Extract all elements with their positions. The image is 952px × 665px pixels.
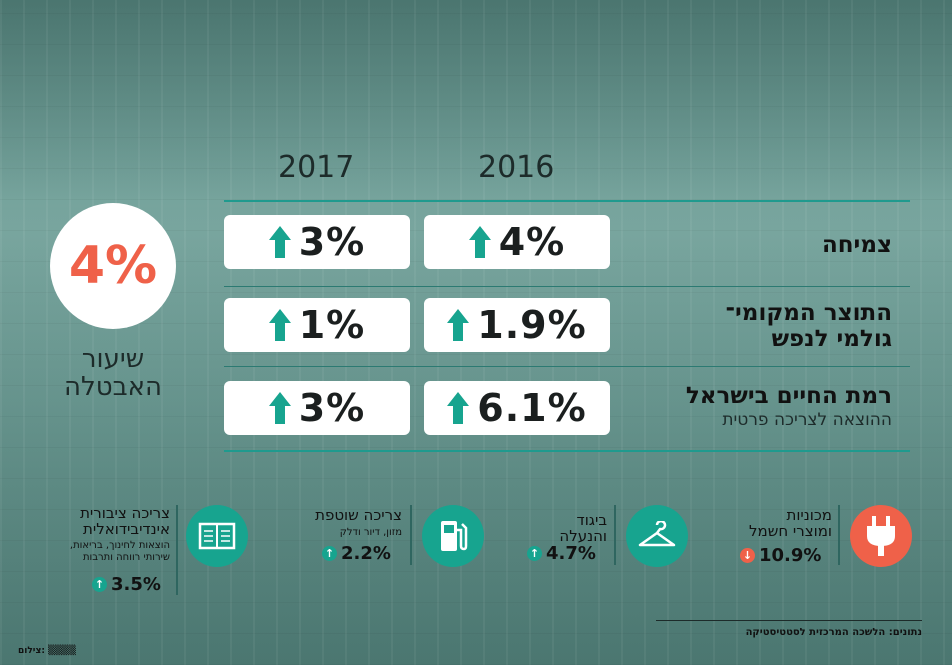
value-pill-2016-growth: 4% bbox=[424, 215, 610, 269]
category-title-clothing: ביגוד והנעלה bbox=[559, 511, 607, 545]
up-arrow-icon bbox=[268, 392, 291, 424]
value-pill-2017-growth: 3% bbox=[224, 215, 410, 269]
year-2016-header: 2016 bbox=[478, 150, 555, 185]
value-pill-2017-living: 3% bbox=[224, 381, 410, 435]
up-arrow-icon bbox=[268, 226, 291, 258]
category-title-current-consumption: צריכה שוטפת bbox=[315, 506, 402, 524]
source-note: נתונים: הלשכה המרכזית לסטטיסטיקה bbox=[745, 627, 922, 638]
category-divider bbox=[838, 505, 840, 565]
source-rule bbox=[656, 620, 922, 621]
fuel-pump-icon bbox=[422, 505, 484, 567]
category-divider bbox=[614, 505, 616, 565]
table-top-rule bbox=[224, 200, 910, 202]
category-divider bbox=[176, 505, 178, 595]
row-label-gdp: התוצר המקומי־ גולמי לנפש bbox=[725, 300, 892, 352]
up-arrow-icon: ↑ bbox=[92, 577, 107, 592]
category-sub-public-consumption: הוצאות לחינוך, בריאות, שירותי רווחה ותרב… bbox=[69, 540, 170, 563]
year-2017-header: 2017 bbox=[278, 150, 355, 185]
category-title-cars: מכוניות ומוצרי חשמל bbox=[749, 506, 832, 540]
value-pill-2016-gdp: 1.9% bbox=[424, 298, 610, 352]
category-value-current-consumption: ↑ 2.2% bbox=[322, 543, 391, 564]
unemployment-circle: 4% bbox=[50, 203, 176, 329]
up-arrow-icon: ↑ bbox=[322, 546, 337, 561]
up-arrow-icon bbox=[447, 392, 470, 424]
plug-icon bbox=[850, 505, 912, 567]
unemployment-label: שיעור האבטלה bbox=[63, 344, 163, 402]
book-icon bbox=[186, 505, 248, 567]
up-arrow-icon bbox=[268, 309, 291, 341]
up-arrow-icon bbox=[468, 226, 491, 258]
category-value-clothing: ↑ 4.7% bbox=[527, 543, 596, 564]
table-bottom-rule bbox=[224, 450, 910, 452]
category-divider bbox=[410, 505, 412, 565]
value-pill-2017-gdp: 1% bbox=[224, 298, 410, 352]
row-divider bbox=[224, 286, 910, 287]
category-value-cars: ↓ 10.9% bbox=[740, 545, 821, 566]
category-sub-current-consumption: מזון, דיור ודלק bbox=[339, 527, 402, 538]
up-arrow-icon: ↑ bbox=[527, 546, 542, 561]
down-arrow-icon: ↓ bbox=[740, 548, 755, 563]
up-arrow-icon bbox=[447, 309, 470, 341]
value-pill-2016-living: 6.1% bbox=[424, 381, 610, 435]
row-divider bbox=[224, 366, 910, 367]
row-label-living-standard: רמת החיים בישראל ההוצאה לצריכה פרטית bbox=[685, 383, 892, 430]
photo-credit: צילום: ▒▒▒▒ bbox=[18, 646, 76, 656]
category-value-public-consumption: ↑ 3.5% bbox=[92, 574, 161, 595]
row-label-growth: צמיחה bbox=[821, 232, 892, 258]
hanger-icon bbox=[626, 505, 688, 567]
category-title-public-consumption: צריכה ציבורית אינדיבידואלית bbox=[80, 504, 170, 538]
